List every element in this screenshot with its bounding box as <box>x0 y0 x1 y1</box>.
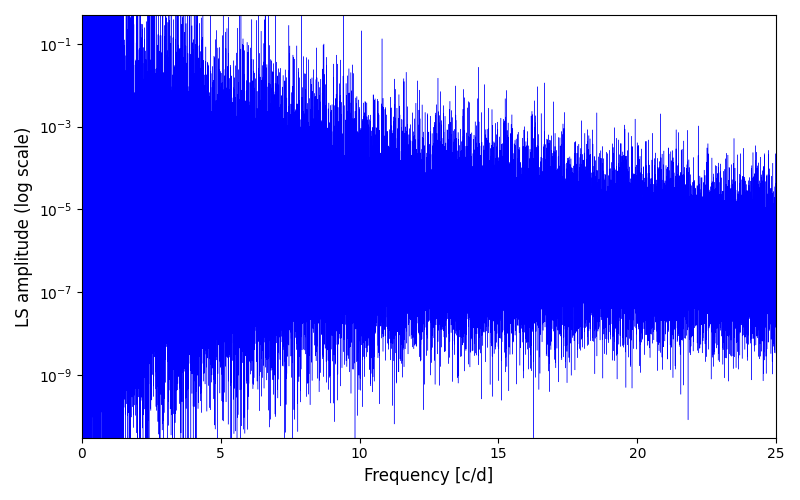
X-axis label: Frequency [c/d]: Frequency [c/d] <box>364 467 494 485</box>
Y-axis label: LS amplitude (log scale): LS amplitude (log scale) <box>15 126 33 326</box>
